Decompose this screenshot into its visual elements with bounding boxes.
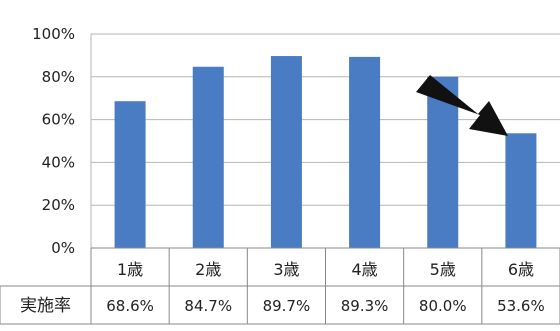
- bars: [114, 56, 537, 249]
- bar: [505, 133, 537, 248]
- y-tick-label: 20%: [42, 196, 75, 214]
- data-table: 実施率 1歳 2歳 3歳 4歳 5歳 6歳 68.6% 84.7% 89.7% 89.3% 80.0…: [0, 247, 560, 325]
- data-label: 80.0%: [419, 297, 467, 315]
- y-tick-label: 60%: [42, 111, 75, 129]
- category-label: 6歳: [508, 260, 534, 279]
- category-label: 3歳: [273, 260, 299, 279]
- y-tick-labels: 0% 20% 40% 60% 80% 100%: [32, 25, 75, 257]
- data-label: 84.7%: [184, 297, 232, 315]
- arrow-icon: [416, 75, 508, 136]
- data-label: 53.6%: [497, 297, 545, 315]
- category-label: 4歳: [351, 260, 377, 279]
- bar: [349, 56, 381, 249]
- table-row-header: 実施率: [20, 296, 71, 316]
- y-tick-label: 0%: [51, 239, 75, 257]
- category-label: 2歳: [195, 260, 221, 279]
- y-tick-label: 100%: [32, 25, 75, 43]
- data-label: 89.7%: [263, 297, 311, 315]
- y-tick-label: 40%: [42, 153, 75, 171]
- data-label: 89.3%: [341, 297, 389, 315]
- bar: [192, 66, 224, 248]
- bar: [270, 56, 302, 249]
- bar: [427, 76, 459, 248]
- data-label: 68.6%: [106, 297, 154, 315]
- bar: [114, 101, 146, 248]
- y-tick-label: 80%: [42, 68, 75, 86]
- category-label: 1歳: [117, 260, 143, 279]
- gridlines: [90, 33, 560, 249]
- category-label: 5歳: [430, 260, 456, 279]
- arrow-annotation: [416, 75, 508, 136]
